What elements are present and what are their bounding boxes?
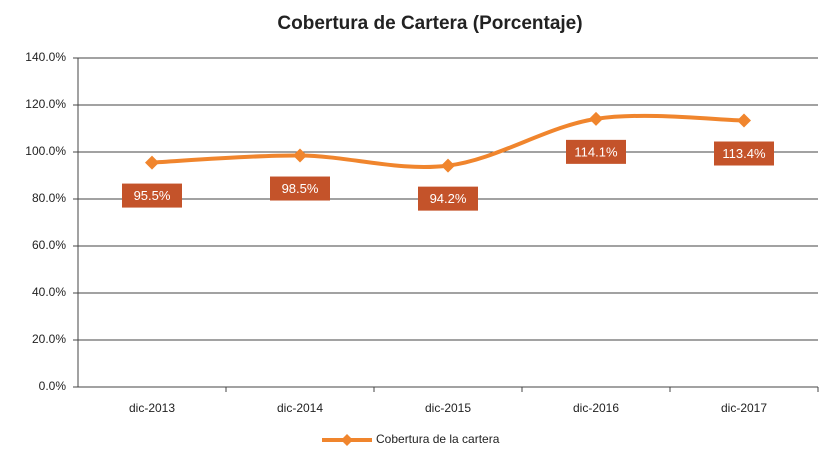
point-marker [145, 155, 159, 170]
data-label: 113.4% [714, 141, 774, 166]
legend-marker [341, 434, 353, 446]
y-tick-label: 140.0% [25, 50, 66, 64]
chart-title: Cobertura de Cartera (Porcentaje) [277, 13, 582, 34]
data-label-box [418, 186, 478, 211]
data-label-text: 98.5% [282, 181, 319, 196]
point-marker [737, 113, 751, 128]
data-label-text: 113.4% [722, 146, 766, 161]
x-tick-label: dic-2013 [129, 401, 175, 415]
data-label-text: 95.5% [134, 188, 171, 203]
point-marker [589, 111, 603, 126]
data-label-box [566, 139, 626, 164]
data-label: 114.1% [566, 139, 626, 164]
data-label: 98.5% [270, 176, 330, 201]
data-label-box [122, 183, 182, 208]
y-tick-label: 40.0% [32, 285, 66, 299]
x-tick-label: dic-2015 [425, 401, 471, 415]
data-label: 94.2% [418, 186, 478, 211]
y-tick-label: 0.0% [39, 379, 67, 393]
x-tick-label: dic-2017 [721, 401, 767, 415]
data-label-text: 114.1% [574, 144, 618, 159]
y-tick-label: 120.0% [25, 97, 66, 111]
data-label-box [270, 176, 330, 201]
data-label: 95.5% [122, 183, 182, 208]
y-tick-label: 60.0% [32, 238, 66, 252]
legend-label: Cobertura de la cartera [376, 432, 500, 446]
y-tick-label: 20.0% [32, 332, 66, 346]
y-tick-label: 80.0% [32, 191, 66, 205]
data-label-box [714, 141, 774, 166]
y-tick-label: 100.0% [25, 144, 66, 158]
point-marker [293, 148, 307, 163]
x-tick-label: dic-2016 [573, 401, 619, 415]
data-label-text: 94.2% [430, 191, 467, 206]
point-marker [441, 158, 455, 173]
x-tick-label: dic-2014 [277, 401, 323, 415]
